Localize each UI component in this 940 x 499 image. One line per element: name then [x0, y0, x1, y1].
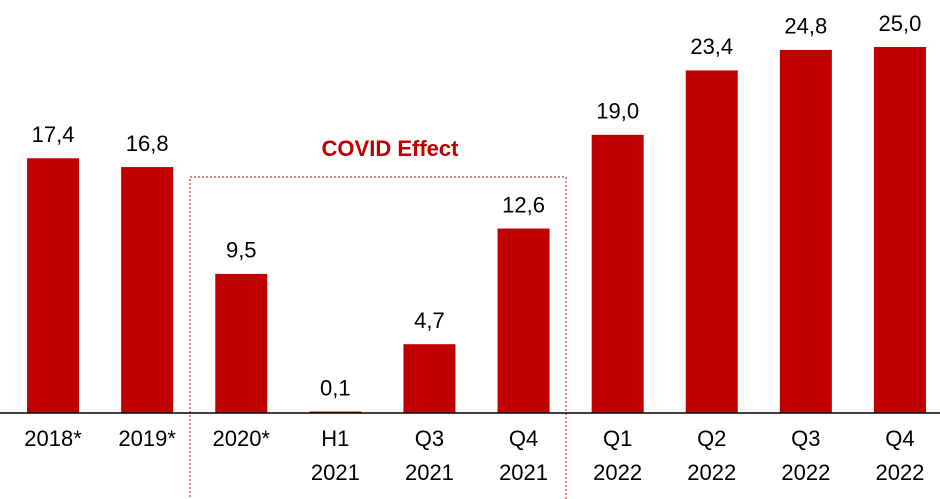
bar — [121, 167, 174, 413]
bar — [403, 344, 456, 413]
bar — [779, 49, 832, 413]
x-tick-label: Q1 2022 — [593, 426, 642, 485]
x-tick-label: Q3 2022 — [781, 426, 830, 485]
annotation: COVID Effect — [322, 136, 460, 161]
x-tick-label: 2018* — [24, 426, 82, 451]
covid-box — [189, 176, 567, 499]
value-label: 24,8 — [784, 14, 827, 39]
x-tick-label: Q4 2022 — [875, 426, 924, 485]
bar — [497, 228, 550, 413]
value-label: 0,1 — [320, 375, 351, 400]
bar — [215, 273, 268, 413]
bar — [873, 47, 926, 413]
value-label: 9,5 — [226, 238, 257, 263]
value-label: 12,6 — [502, 192, 545, 217]
x-tick-label: 2019* — [118, 426, 176, 451]
x-tick-label: H1 2021 — [311, 426, 360, 485]
x-tick-label: Q2 2022 — [687, 426, 736, 485]
value-label: 25,0 — [879, 11, 922, 36]
bar — [685, 70, 738, 413]
bar — [27, 158, 80, 413]
x-tick-label: 2020* — [212, 426, 270, 451]
x-tick-label: Q4 2021 — [499, 426, 548, 485]
bar — [591, 134, 644, 413]
value-label: 19,0 — [596, 99, 639, 124]
value-label: 23,4 — [690, 34, 733, 59]
value-label: 17,4 — [32, 122, 75, 147]
x-tick-label: Q3 2021 — [405, 426, 454, 485]
value-label: 16,8 — [126, 131, 169, 156]
value-label: 4,7 — [414, 308, 445, 333]
